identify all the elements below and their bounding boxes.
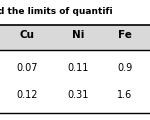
Text: 0.11: 0.11	[67, 63, 89, 73]
Text: d the limits of quantifi: d the limits of quantifi	[0, 7, 113, 17]
Text: 0.07: 0.07	[16, 63, 38, 73]
Text: 0.12: 0.12	[16, 90, 38, 100]
Text: Cu: Cu	[20, 30, 34, 40]
FancyBboxPatch shape	[0, 25, 150, 50]
Text: Ni: Ni	[72, 30, 84, 40]
Text: Fe: Fe	[118, 30, 131, 40]
Text: 0.9: 0.9	[117, 63, 132, 73]
Text: 0.31: 0.31	[67, 90, 89, 100]
Text: 1.6: 1.6	[117, 90, 132, 100]
